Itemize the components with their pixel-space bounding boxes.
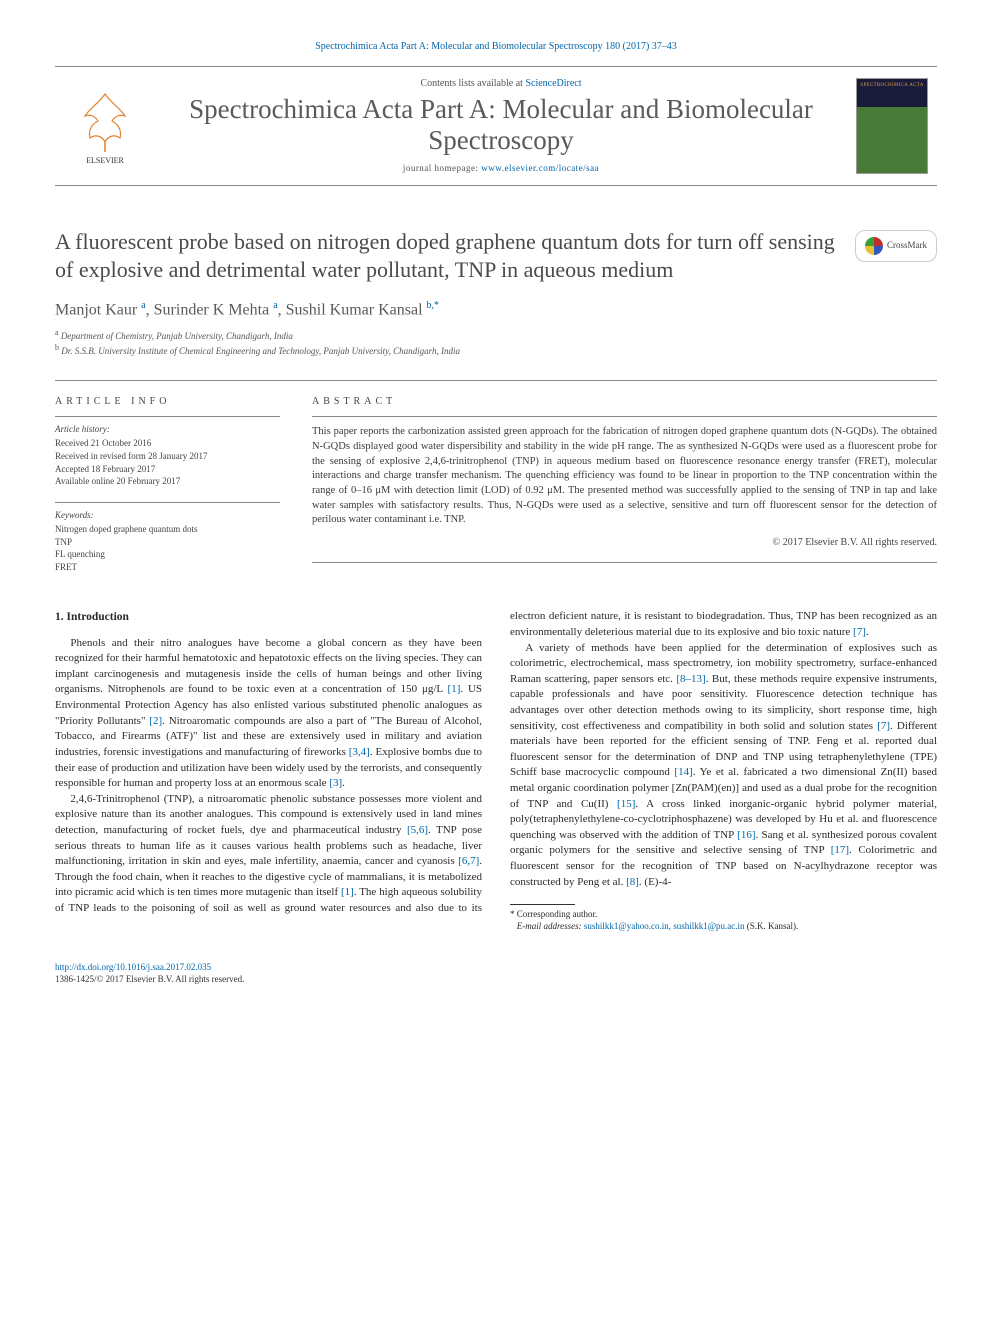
journal-cover-thumbnail — [856, 78, 928, 174]
crossmark-label: CrossMark — [887, 239, 927, 251]
citation-link[interactable]: [7] — [853, 626, 866, 638]
running-head-reference[interactable]: Spectrochimica Acta Part A: Molecular an… — [55, 40, 937, 54]
keyword-item: TNP — [55, 536, 280, 549]
article-info-left: ARTICLE INFO Article history: Received 2… — [55, 381, 280, 574]
corresponding-email-link[interactable]: sushilkk1@yahoo.co.in, sushilkk1@pu.ac.i… — [584, 921, 745, 931]
issn-copyright-line: 1386-1425/© 2017 Elsevier B.V. All right… — [55, 974, 244, 984]
sciencedirect-link[interactable]: ScienceDirect — [525, 78, 581, 89]
footnote-emails-prefix: E-mail addresses: — [517, 921, 584, 931]
citation-link[interactable]: [3,4] — [349, 746, 370, 758]
body-paragraph: A variety of methods have been applied f… — [510, 641, 937, 891]
citation-link[interactable]: [17] — [831, 844, 849, 856]
footnote-emails-suffix: (S.K. Kansal). — [745, 921, 799, 931]
elsevier-logo-text: ELSEVIER — [86, 156, 124, 165]
affiliation-line: b Dr. S.S.B. University Institute of Che… — [55, 342, 937, 358]
history-item: Available online 20 February 2017 — [55, 475, 280, 488]
affiliation-line: a Department of Chemistry, Panjab Univer… — [55, 327, 937, 343]
history-item: Received 21 October 2016 — [55, 437, 280, 450]
footnote-label: Corresponding author. — [517, 909, 598, 919]
affiliations: a Department of Chemistry, Panjab Univer… — [55, 327, 937, 358]
journal-cover-col — [847, 78, 937, 174]
footnote-marker: * — [510, 909, 515, 919]
homepage-prefix: journal homepage: — [403, 163, 481, 173]
citation-link[interactable]: [8] — [626, 876, 639, 888]
article-info-row: ARTICLE INFO Article history: Received 2… — [55, 380, 937, 574]
article-title-block: CrossMark A fluorescent probe based on n… — [55, 228, 937, 358]
history-label: Article history: — [55, 423, 280, 435]
elsevier-logo-icon: ELSEVIER — [70, 86, 140, 166]
citation-link[interactable]: [8–13] — [676, 673, 705, 685]
masthead-center: Contents lists available at ScienceDirec… — [155, 77, 847, 175]
author-list: Manjot Kaur a, Surinder K Mehta a, Sushi… — [55, 299, 937, 321]
abstract-bottom-rule — [312, 562, 937, 563]
article-info-head: ARTICLE INFO — [55, 395, 280, 409]
journal-masthead: ELSEVIER Contents lists available at Sci… — [55, 66, 937, 186]
crossmark-icon — [865, 237, 883, 255]
keyword-item: FL quenching — [55, 548, 280, 561]
keywords-list: Nitrogen doped graphene quantum dotsTNPF… — [55, 523, 280, 573]
article-body: 1. Introduction Phenols and their nitro … — [55, 609, 937, 932]
citation-link[interactable]: [7] — [877, 720, 890, 732]
lists-prefix: Contents lists available at — [420, 78, 525, 89]
citation-link[interactable]: [14] — [674, 766, 692, 778]
body-paragraph: Phenols and their nitro analogues have b… — [55, 636, 482, 792]
abstract-copyright: © 2017 Elsevier B.V. All rights reserved… — [312, 536, 937, 550]
page-footer: http://dx.doi.org/10.1016/j.saa.2017.02.… — [55, 961, 937, 986]
lists-available-line: Contents lists available at ScienceDirec… — [155, 77, 847, 91]
corresponding-author-footnote: * Corresponding author. E-mail addresses… — [510, 909, 937, 932]
citation-link[interactable]: [16] — [737, 829, 755, 841]
abstract-col: ABSTRACT This paper reports the carboniz… — [312, 381, 937, 574]
article-title: A fluorescent probe based on nitrogen do… — [55, 228, 937, 285]
publisher-logo-col: ELSEVIER — [55, 86, 155, 166]
citation-link[interactable]: [3] — [329, 777, 342, 789]
journal-name: Spectrochimica Acta Part A: Molecular an… — [155, 94, 847, 156]
doi-link[interactable]: http://dx.doi.org/10.1016/j.saa.2017.02.… — [55, 962, 211, 972]
keyword-item: Nitrogen doped graphene quantum dots — [55, 523, 280, 536]
history-list: Received 21 October 2016Received in revi… — [55, 437, 280, 487]
crossmark-badge[interactable]: CrossMark — [855, 230, 937, 262]
citation-link[interactable]: [6,7] — [458, 855, 479, 867]
abstract-head: ABSTRACT — [312, 395, 937, 409]
journal-homepage-line: journal homepage: www.elsevier.com/locat… — [155, 162, 847, 174]
section-heading-introduction: 1. Introduction — [55, 609, 482, 625]
citation-link[interactable]: [5,6] — [407, 824, 428, 836]
keywords-label: Keywords: — [55, 509, 280, 521]
abstract-text: This paper reports the carbonization ass… — [312, 425, 937, 528]
keyword-item: FRET — [55, 561, 280, 574]
footnote-rule — [510, 904, 575, 905]
citation-link[interactable]: [1] — [341, 886, 354, 898]
history-item: Received in revised form 28 January 2017 — [55, 450, 280, 463]
history-item: Accepted 18 February 2017 — [55, 463, 280, 476]
citation-link[interactable]: [15] — [617, 798, 635, 810]
citation-link[interactable]: [1] — [448, 683, 461, 695]
journal-homepage-link[interactable]: www.elsevier.com/locate/saa — [481, 163, 599, 173]
citation-link[interactable]: [2] — [149, 715, 162, 727]
